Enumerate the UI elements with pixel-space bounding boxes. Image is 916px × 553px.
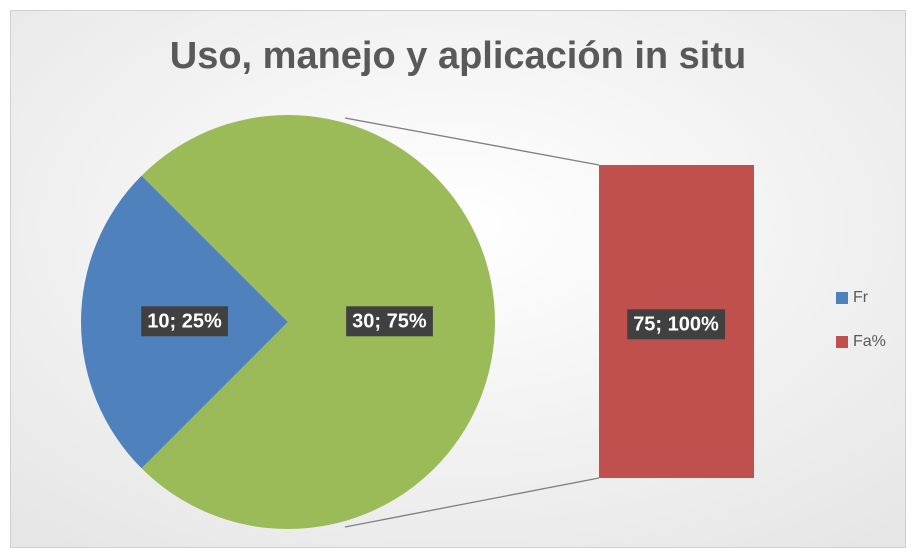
connector bbox=[344, 477, 600, 528]
legend-swatch bbox=[836, 292, 848, 304]
data-label-box bbox=[141, 306, 228, 337]
chart-title: Uso, manejo y aplicación in situ bbox=[170, 35, 746, 77]
data-label: 75; 100% bbox=[633, 313, 719, 335]
legend-swatch bbox=[836, 336, 848, 348]
connector bbox=[344, 117, 600, 166]
data-label-box bbox=[346, 306, 433, 337]
legend-label: Fa% bbox=[853, 333, 886, 350]
data-label: 30; 75% bbox=[352, 310, 427, 332]
pie-slice bbox=[141, 114, 495, 529]
legend-label: Fr bbox=[853, 289, 869, 306]
data-label: 10; 25% bbox=[147, 310, 222, 332]
data-label-box bbox=[627, 309, 726, 340]
